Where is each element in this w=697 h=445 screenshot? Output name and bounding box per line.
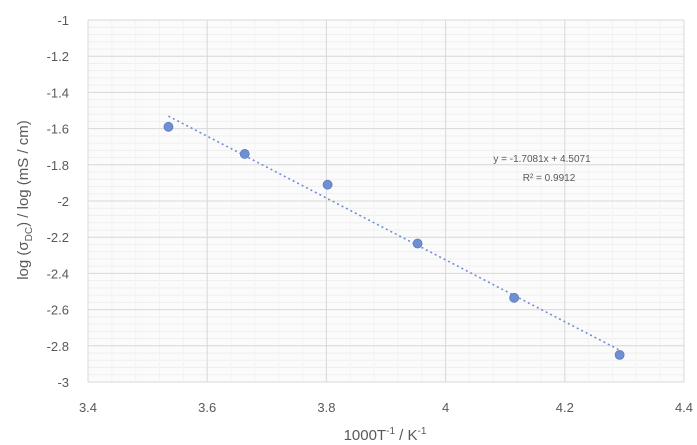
- y-tick-label: -1.4: [47, 85, 69, 100]
- data-points: [163, 121, 625, 360]
- data-point: [614, 349, 625, 360]
- data-point: [239, 149, 250, 159]
- y-tick-label: -3: [57, 375, 69, 390]
- data-point: [509, 292, 520, 303]
- x-axis-title: 1000T-1 / K-1: [344, 426, 427, 444]
- x-axis-title-mid: / K: [395, 427, 418, 444]
- y-axis-title: log (σDC) / log (mS / cm): [15, 120, 35, 280]
- y-tick-label: -2.4: [47, 266, 69, 281]
- x-tick-label: 3.8: [317, 400, 335, 415]
- y-tick-label: -2.2: [47, 230, 69, 245]
- y-tick-label: -1.6: [47, 122, 69, 137]
- x-tick-label: 4: [442, 400, 449, 415]
- x-axis-title-base: 1000T: [344, 427, 387, 444]
- x-axis-title-sup2: -1: [418, 426, 427, 437]
- y-axis-title-post: ) / log (mS / cm): [15, 120, 32, 227]
- r-squared-label: R² = 0.9912: [523, 173, 576, 184]
- y-axis-title-pre: log (σ: [15, 241, 32, 280]
- y-tick-labels: -1 -1.2 -1.4 -1.6 -1.8 -2 -2.2 -2.4 -2.6 -2.8 -3: [47, 13, 69, 390]
- x-tick-label: 3.4: [79, 400, 97, 415]
- y-axis-title-sub: DC: [24, 227, 35, 241]
- x-tick-label: 3.6: [198, 400, 216, 415]
- data-point: [412, 238, 423, 249]
- trendline-equation: y = -1.7081x + 4.5071: [493, 154, 591, 165]
- x-tick-label: 4.4: [675, 400, 693, 415]
- x-tick-label: 4.2: [556, 400, 574, 415]
- x-axis-title-sup1: -1: [386, 426, 395, 437]
- y-tick-label: -2: [57, 194, 69, 209]
- y-tick-label: -2.8: [47, 339, 69, 354]
- data-point: [322, 179, 333, 190]
- data-point: [163, 121, 174, 132]
- y-tick-label: -1.8: [47, 158, 69, 173]
- grid-lines: [87, 19, 685, 383]
- y-tick-label: -1: [57, 13, 69, 28]
- y-tick-label: -2.6: [47, 303, 69, 318]
- x-tick-labels: 3.4 3.6 3.8 4 4.2 4.4: [79, 400, 693, 415]
- y-tick-label: -1.2: [47, 49, 69, 64]
